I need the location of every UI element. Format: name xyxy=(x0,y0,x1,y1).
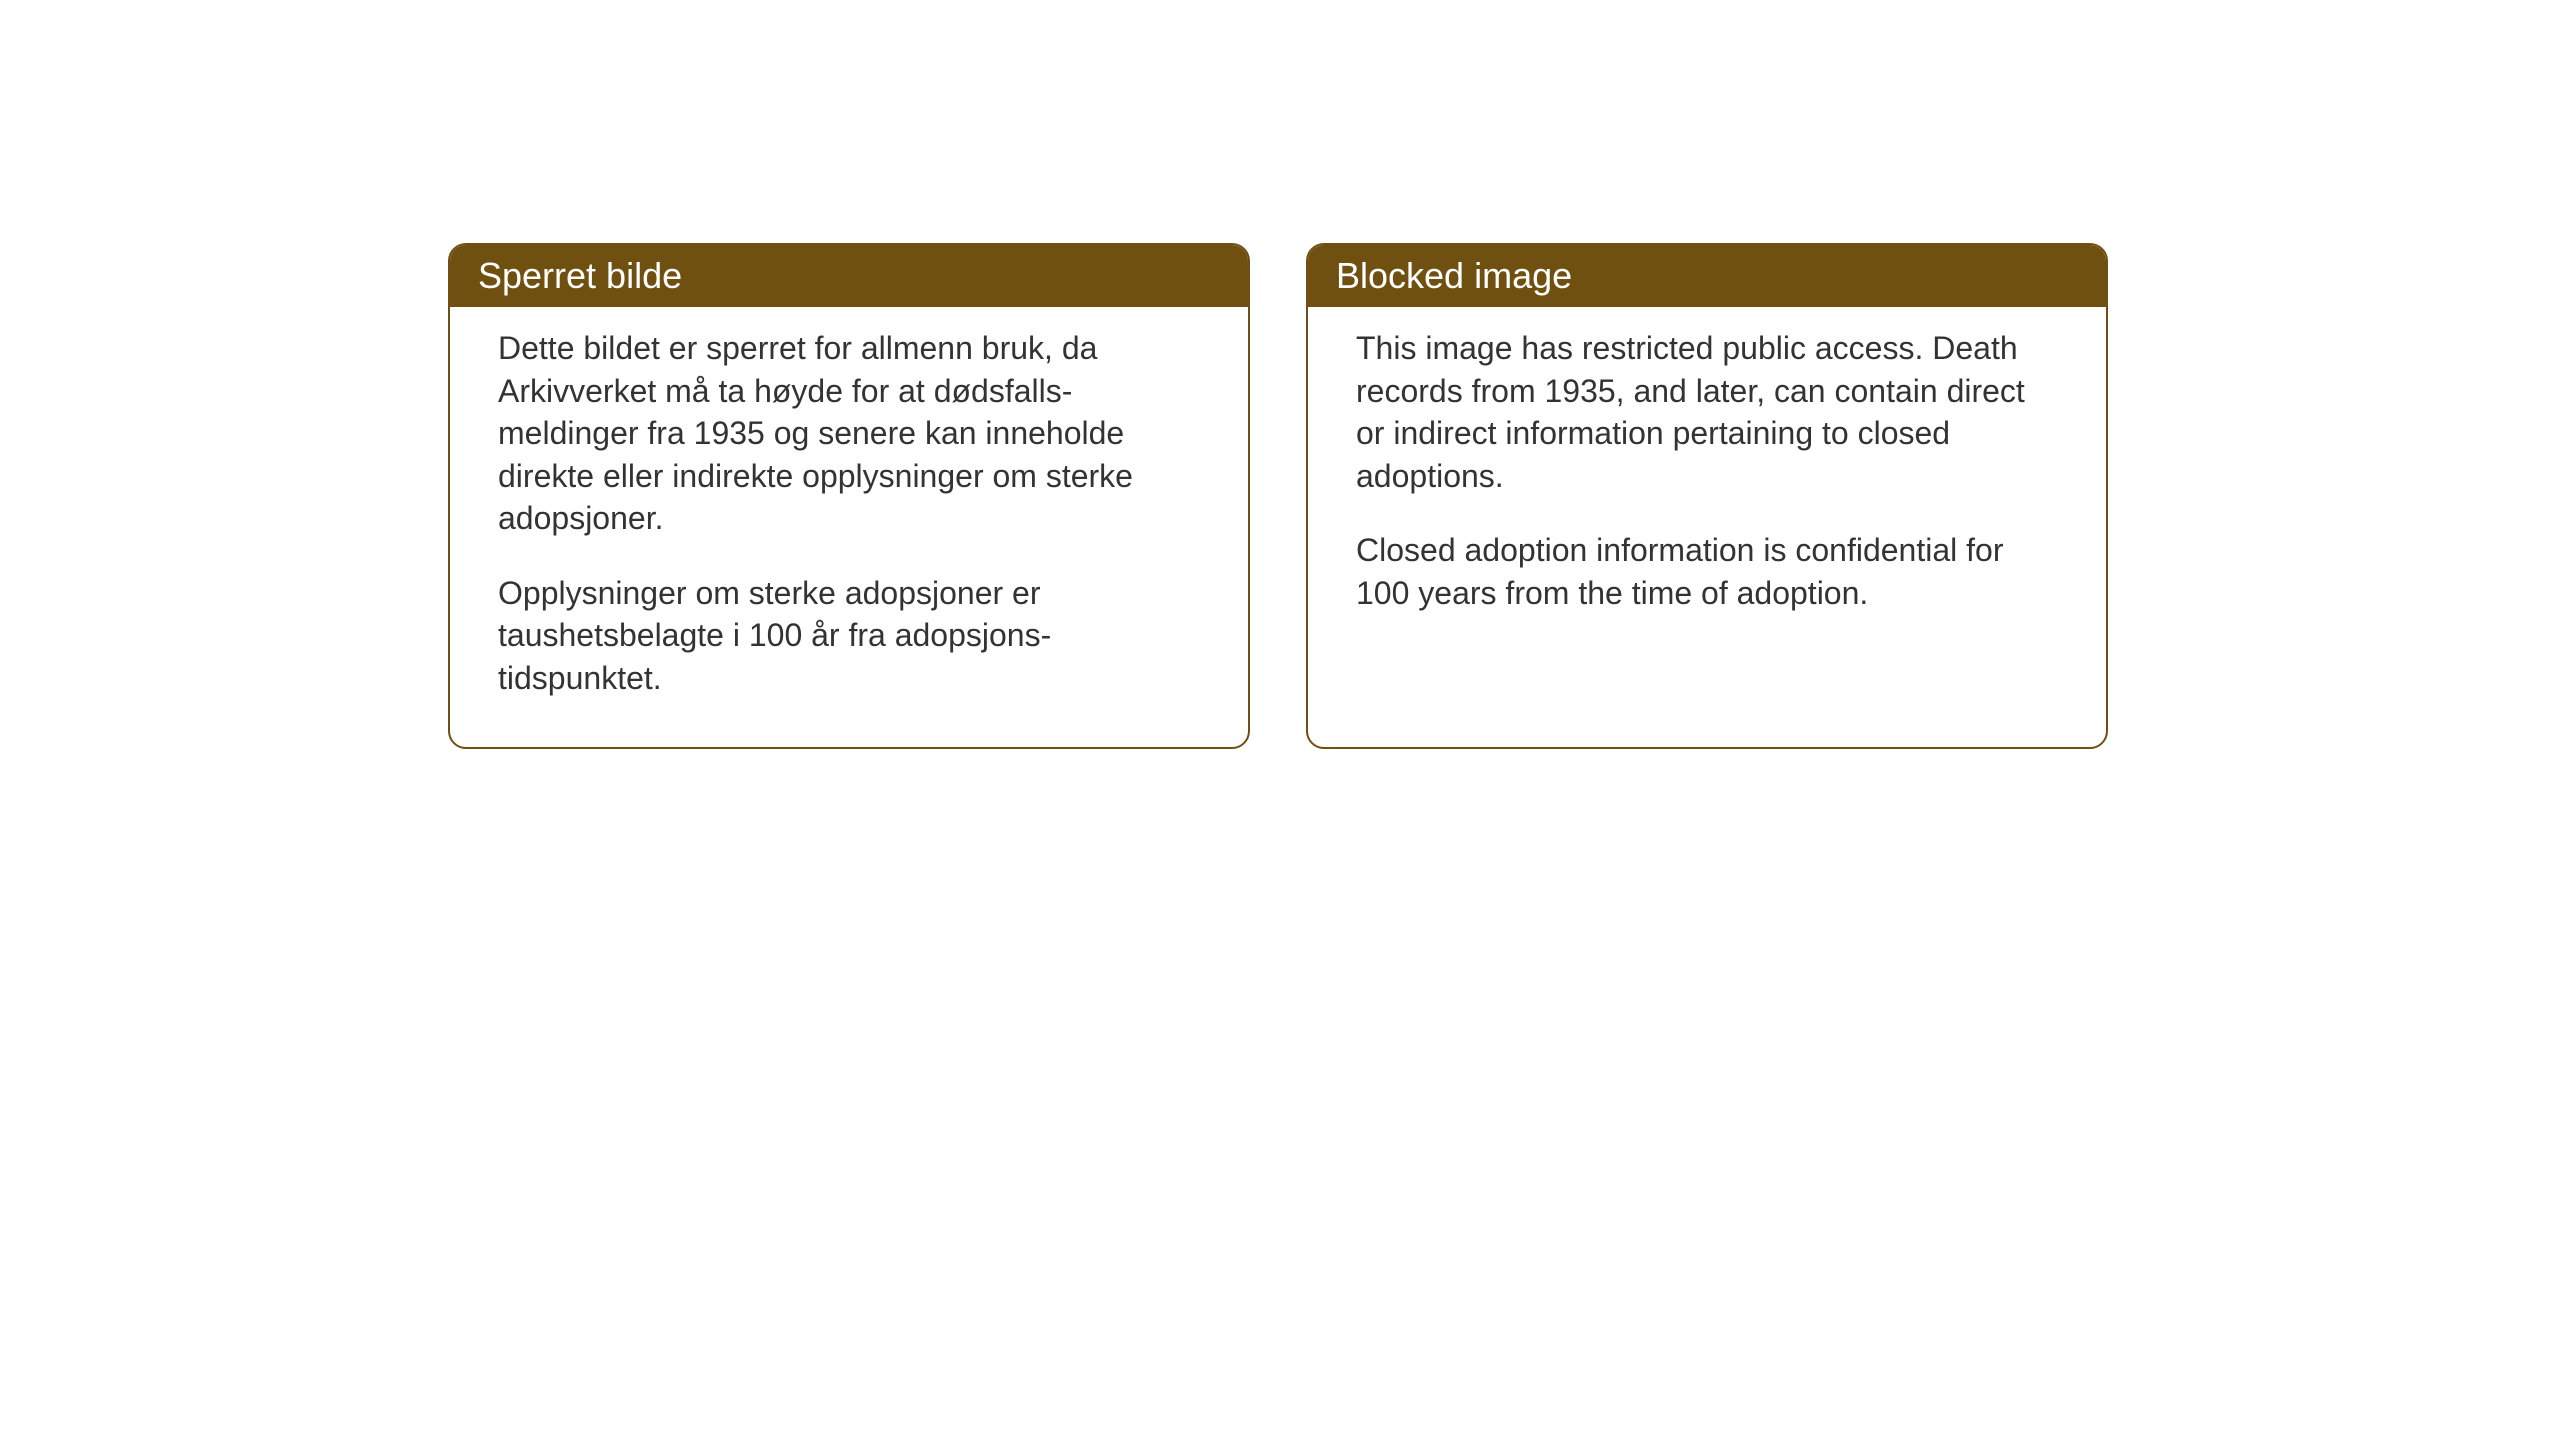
card-header-english: Blocked image xyxy=(1308,245,2106,307)
cards-container: Sperret bilde Dette bildet er sperret fo… xyxy=(448,243,2108,749)
card-paragraph-1: This image has restricted public access.… xyxy=(1356,327,2058,497)
card-header-norwegian: Sperret bilde xyxy=(450,245,1248,307)
card-body-english: This image has restricted public access.… xyxy=(1308,307,2106,662)
card-paragraph-2: Closed adoption information is confident… xyxy=(1356,529,2058,614)
card-body-norwegian: Dette bildet er sperret for allmenn bruk… xyxy=(450,307,1248,747)
card-norwegian: Sperret bilde Dette bildet er sperret fo… xyxy=(448,243,1250,749)
card-paragraph-2: Opplysninger om sterke adopsjoner er tau… xyxy=(498,572,1200,700)
card-paragraph-1: Dette bildet er sperret for allmenn bruk… xyxy=(498,327,1200,540)
card-english: Blocked image This image has restricted … xyxy=(1306,243,2108,749)
